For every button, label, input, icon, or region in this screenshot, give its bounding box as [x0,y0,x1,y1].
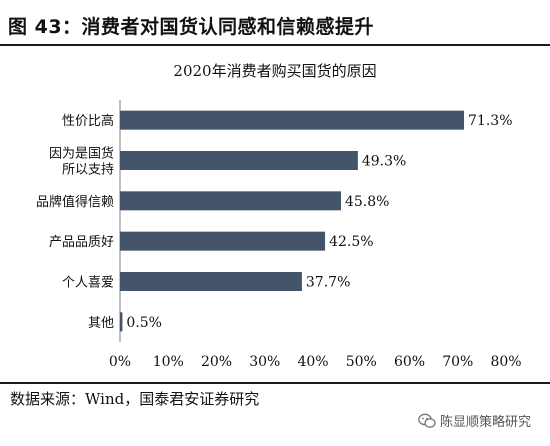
x-tick-label: 40% [297,354,328,370]
bar [120,272,302,291]
category-label: 因为是国货 [49,146,114,162]
chart-title: 2020年消费者购买国货的原因 [173,62,377,80]
category-label: 品牌值得信赖 [36,194,114,210]
category-label: 产品品质好 [49,235,114,250]
bar [120,151,358,170]
x-tick-label: 80% [490,354,521,370]
x-tick-label: 30% [249,354,280,370]
wechat-icon [418,413,436,428]
data-label: 49.3% [362,154,406,170]
x-tick-label: 70% [442,354,473,370]
watermark: 陈显顺策略研究 [418,411,531,430]
data-label: 42.5% [329,234,373,250]
x-tick-label: 10% [153,354,184,370]
source-note: 数据来源：Wind，国泰君安证券研究 [10,390,260,408]
x-tick-label: 60% [394,354,425,370]
figure-title: 图 43：消费者对国货认同感和信赖感提升 [8,16,375,38]
bar [120,312,123,332]
category-label: 性价比高 [62,113,114,129]
bar [120,231,326,251]
x-tick-label: 0% [109,354,131,370]
top-rule [0,44,550,46]
x-tick-label: 20% [201,354,232,370]
watermark-text: 陈显顺策略研究 [440,415,532,430]
bottom-rule [0,382,550,384]
data-label: 37.7% [306,275,350,291]
category-label: 其他 [88,316,114,331]
category-label: 个人喜爱 [62,276,114,291]
data-label: 71.3% [468,113,512,129]
data-label: 0.5% [126,315,162,331]
category-label: 所以支持 [62,163,114,178]
data-label: 45.8% [345,194,389,210]
x-tick-label: 50% [346,354,377,370]
bar [120,191,341,211]
bar [120,110,465,130]
